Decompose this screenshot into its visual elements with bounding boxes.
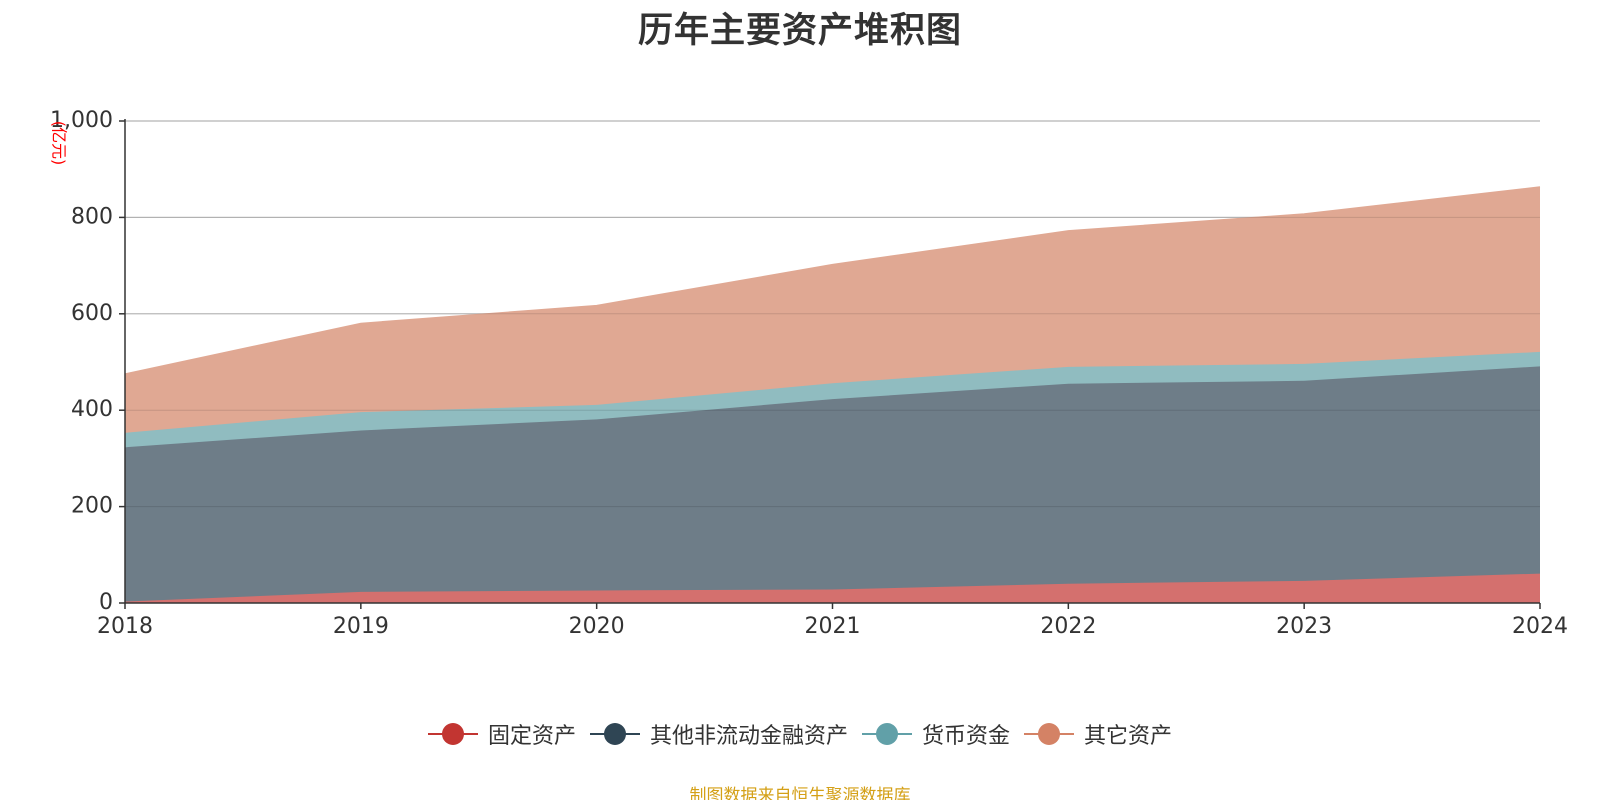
area-series-0 bbox=[125, 573, 1540, 603]
x-tick-label: 2021 bbox=[805, 614, 861, 639]
legend-label: 其他非流动金融资产 bbox=[649, 724, 848, 749]
x-tick-label: 2019 bbox=[333, 614, 389, 639]
chart-title: 历年主要资产堆积图 bbox=[637, 11, 962, 51]
legend-dot-icon bbox=[876, 723, 898, 745]
y-tick-label: 800 bbox=[71, 204, 113, 229]
x-tick-label: 2022 bbox=[1040, 614, 1096, 639]
source-note: 制图数据来自恒生聚源数据库 bbox=[689, 786, 911, 800]
area-series-3 bbox=[125, 187, 1540, 433]
legend-item-3[interactable]: 其它资产 bbox=[1024, 718, 1172, 750]
legend-marker-icon bbox=[1024, 721, 1075, 747]
legend-item-1[interactable]: 其他非流动金融资产 bbox=[589, 718, 848, 750]
y-tick-label: 1,000 bbox=[50, 108, 113, 133]
x-tick-label: 2018 bbox=[97, 614, 153, 639]
legend: 固定资产 其他非流动金融资产 货币资金 其它资产 bbox=[0, 718, 1600, 750]
y-tick-label: 400 bbox=[71, 397, 113, 422]
y-tick-label: 200 bbox=[71, 494, 113, 519]
legend-marker-icon bbox=[427, 721, 478, 747]
y-tick-label: 0 bbox=[99, 590, 113, 615]
legend-label: 固定资产 bbox=[487, 724, 576, 749]
legend-marker-icon bbox=[589, 721, 640, 747]
legend-dot-icon bbox=[603, 723, 626, 745]
legend-marker-icon bbox=[862, 721, 912, 747]
legend-dot-icon bbox=[1038, 723, 1061, 745]
legend-item-2[interactable]: 货币资金 bbox=[862, 718, 1010, 750]
x-tick-label: 2020 bbox=[569, 614, 625, 639]
series-line-3 bbox=[124, 186, 1541, 375]
legend-label: 货币资金 bbox=[922, 724, 1011, 749]
unit-label: (亿元) bbox=[50, 121, 69, 166]
legend-label: 其它资产 bbox=[1084, 724, 1173, 749]
y-tick-label: 600 bbox=[71, 301, 113, 326]
legend-item-0[interactable]: 固定资产 bbox=[427, 718, 576, 750]
legend-dot-icon bbox=[441, 723, 464, 745]
area-series-2 bbox=[125, 351, 1540, 448]
x-tick-label: 2024 bbox=[1512, 614, 1568, 639]
x-tick-label: 2023 bbox=[1276, 614, 1332, 639]
